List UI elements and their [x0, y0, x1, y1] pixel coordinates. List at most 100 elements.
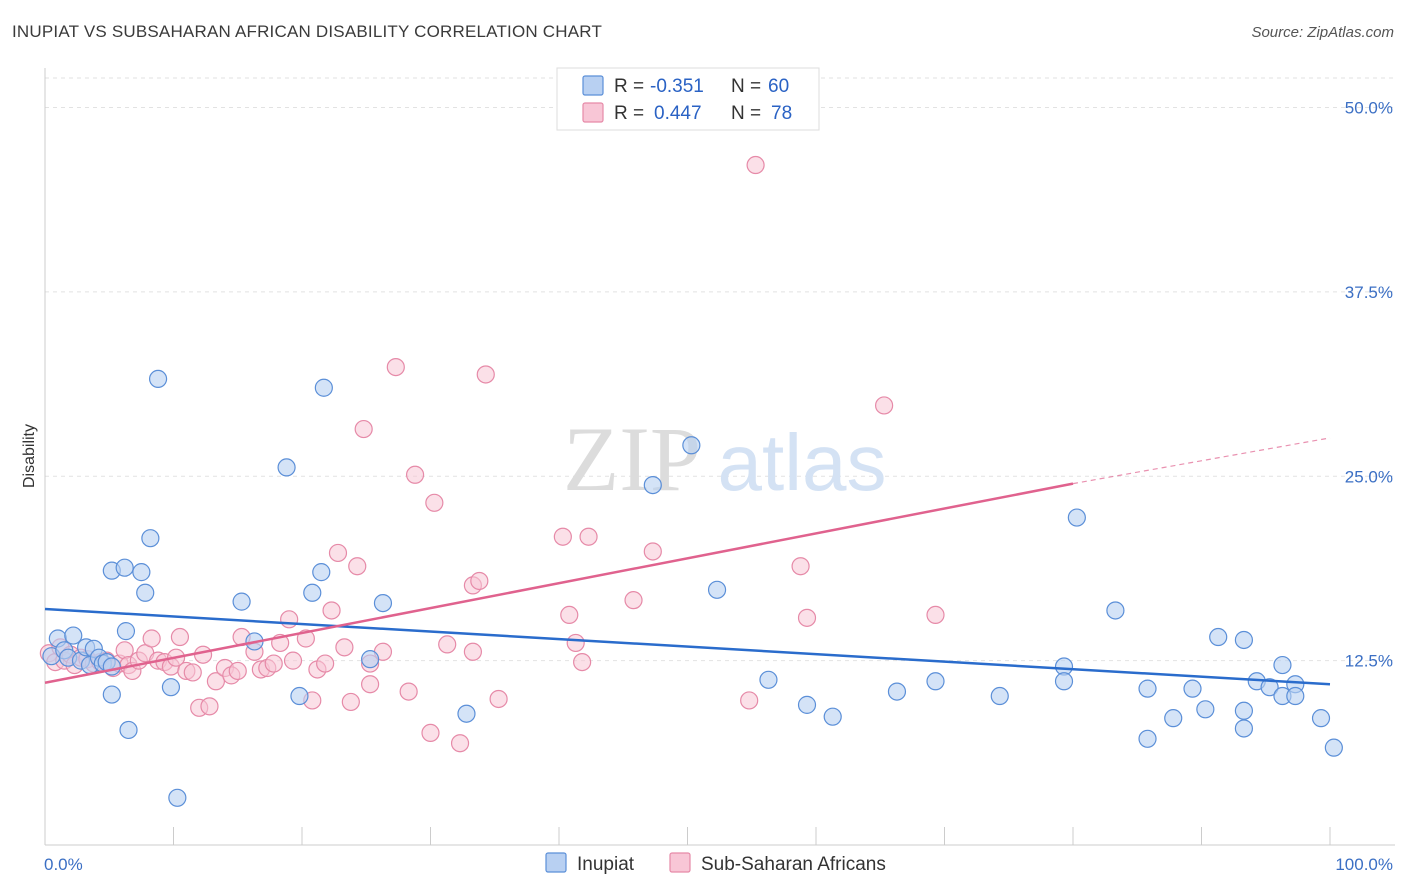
legend: R = -0.351 N = 60 R = 0.447 N = 78 — [556, 67, 820, 131]
inupiat-point — [1234, 630, 1254, 650]
y-tick-label: 50.0% — [1345, 99, 1393, 118]
ssa-point — [322, 601, 341, 620]
inupiat-point — [1138, 679, 1157, 698]
legend-n-value: 60 — [768, 76, 789, 97]
inupiat-point — [1138, 729, 1157, 748]
series-sub-saharan-africans — [39, 155, 945, 753]
bottom-legend-swatch-inupiat — [545, 852, 567, 873]
ssa-point — [797, 608, 817, 627]
inupiat-point — [115, 558, 134, 577]
ssa-trend-extension — [1072, 437, 1331, 485]
inupiat-point — [1286, 686, 1305, 706]
trend-lines — [44, 437, 1331, 686]
ssa-point — [553, 527, 572, 546]
watermark: ZIP atlas — [563, 408, 886, 510]
inupiat-point — [64, 626, 83, 645]
inupiat-point — [926, 672, 945, 691]
ssa-point — [438, 635, 457, 654]
inupiat-point — [303, 583, 322, 602]
ssa-point — [264, 654, 283, 673]
ssa-point — [348, 557, 367, 576]
inupiat-point — [102, 657, 121, 676]
inupiat-point — [707, 580, 727, 599]
inupiat-point — [457, 704, 476, 723]
series-inupiat — [42, 369, 1343, 807]
inupiat-point — [168, 788, 187, 807]
y-axis-title: Disability — [21, 424, 38, 488]
x-tick-label: 100.0% — [1335, 855, 1393, 874]
inupiat-trend-line — [44, 607, 1331, 686]
legend-r-label: R = — [614, 76, 644, 97]
ssa-point — [283, 651, 303, 670]
bottom-legend-label-inupiat: Inupiat — [577, 854, 635, 875]
inupiat-point — [1164, 709, 1183, 728]
grid-lines — [45, 77, 1395, 662]
y-tick-label: 25.0% — [1345, 467, 1393, 486]
ssa-point — [463, 642, 483, 661]
ssa-point — [200, 697, 219, 716]
ssa-point — [875, 396, 894, 415]
ssa-point — [361, 675, 380, 694]
axes — [44, 68, 1395, 846]
source-label: Source: ZipAtlas.com — [1251, 24, 1394, 41]
inupiat-point — [990, 686, 1009, 706]
ssa-point — [579, 527, 598, 546]
ssa-point — [450, 734, 470, 753]
ssa-point — [386, 358, 405, 377]
inupiat-point — [1183, 679, 1202, 698]
legend-n-value: 78 — [771, 103, 792, 124]
inupiat-point — [797, 695, 817, 714]
legend-n-label: N = — [731, 76, 761, 97]
inupiat-point — [290, 686, 309, 706]
inupiat-point — [1106, 601, 1125, 620]
ssa-point — [328, 543, 348, 563]
ssa-point — [193, 645, 213, 664]
inupiat-point — [759, 670, 778, 689]
inupiat-point — [1234, 719, 1254, 738]
inupiat-point — [161, 678, 181, 697]
legend-r-value: -0.351 — [650, 76, 704, 97]
ssa-point — [316, 654, 335, 673]
ssa-point — [341, 692, 360, 712]
ssa-point — [791, 557, 810, 576]
ssa-point — [746, 155, 765, 175]
inupiat-point — [277, 458, 296, 477]
watermark-atlas: atlas — [718, 418, 887, 507]
ssa-point — [573, 652, 592, 672]
ssa-point — [489, 689, 508, 709]
ssa-point — [399, 682, 418, 701]
ssa-point — [643, 542, 662, 561]
ssa-point — [421, 723, 440, 743]
ssa-trend-line — [44, 482, 1074, 684]
ssa-point — [566, 633, 585, 653]
legend-swatch-ssa — [582, 102, 604, 123]
ssa-point — [405, 465, 425, 484]
legend-n-label: N = — [731, 103, 761, 124]
y-tick-label: 12.5% — [1345, 652, 1393, 671]
ssa-point — [354, 419, 373, 439]
inupiat-point — [312, 563, 331, 582]
ssa-point — [335, 638, 354, 657]
bottom-legend: Inupiat Sub-Saharan Africans — [545, 852, 886, 875]
ssa-point — [142, 629, 161, 648]
inupiat-point — [1196, 700, 1215, 719]
ssa-point — [624, 591, 643, 610]
inupiat-point — [1273, 655, 1292, 675]
inupiat-point — [1067, 508, 1086, 527]
ssa-point — [170, 627, 190, 647]
inupiat-point — [232, 592, 251, 611]
ssa-point — [425, 493, 444, 512]
legend-swatch-inupiat — [582, 75, 604, 96]
x-tick-label: 0.0% — [44, 855, 83, 874]
inupiat-point — [148, 369, 168, 388]
inupiat-point — [132, 563, 151, 582]
inupiat-point — [1054, 672, 1074, 691]
ssa-point — [280, 610, 299, 629]
inupiat-point — [1311, 709, 1331, 728]
inupiat-point — [1209, 627, 1228, 647]
inupiat-point — [361, 650, 380, 669]
ssa-point — [740, 691, 759, 710]
inupiat-point — [116, 622, 136, 641]
inupiat-point — [682, 436, 701, 455]
